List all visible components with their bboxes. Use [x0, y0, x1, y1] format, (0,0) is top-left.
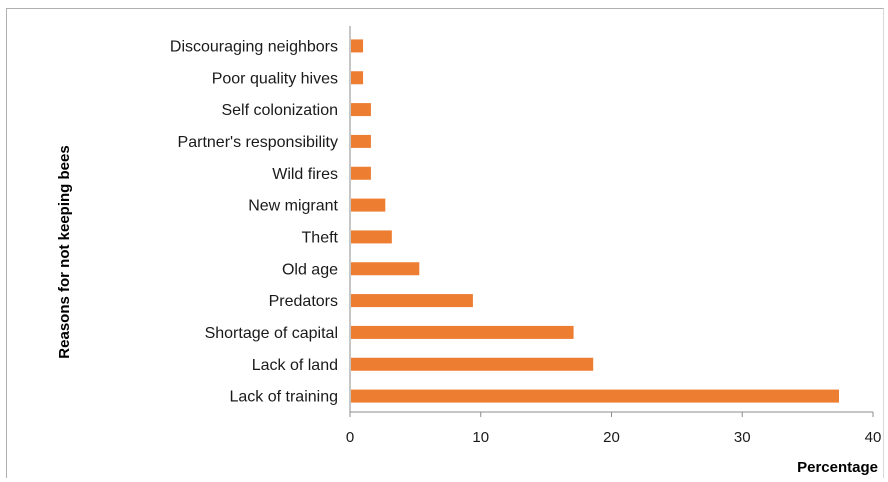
x-tick-label: 10 — [472, 429, 489, 446]
category-label: Old age — [282, 261, 338, 278]
bars-group — [351, 39, 840, 403]
chart-frame — [6, 8, 884, 478]
x-tick-label: 20 — [603, 429, 620, 446]
category-label: Lack of land — [252, 357, 338, 374]
bar — [351, 166, 371, 180]
bar — [351, 294, 473, 308]
y-axis-title: Reasons for not keeping bees — [56, 145, 73, 358]
bar — [351, 103, 371, 117]
bar — [351, 230, 392, 244]
x-tick-label: 40 — [865, 429, 882, 446]
bar — [351, 134, 371, 148]
category-label: Theft — [302, 229, 339, 246]
bar — [351, 39, 364, 53]
bar — [351, 389, 840, 403]
bar — [351, 262, 420, 276]
category-label: Self colonization — [221, 102, 338, 119]
bar — [351, 357, 594, 371]
category-label: Poor quality hives — [212, 70, 338, 87]
x-axis: 0 10 20 30 40 — [346, 411, 882, 446]
category-label: Lack of training — [229, 389, 338, 406]
category-label: Predators — [269, 293, 338, 310]
category-labels: Discouraging neighbors Poor quality hives… — [170, 38, 339, 405]
bar — [351, 325, 574, 339]
category-label: Wild fires — [272, 166, 338, 183]
category-label: Discouraging neighbors — [170, 38, 338, 55]
bar — [351, 198, 386, 212]
category-label: Partner's responsibility — [178, 134, 338, 151]
x-axis-title: Percentage — [797, 459, 878, 476]
x-tick-label: 30 — [734, 429, 751, 446]
category-label: Shortage of capital — [205, 325, 338, 342]
bar — [351, 71, 364, 85]
category-label: New migrant — [248, 198, 338, 215]
x-tick-label: 0 — [346, 429, 354, 446]
